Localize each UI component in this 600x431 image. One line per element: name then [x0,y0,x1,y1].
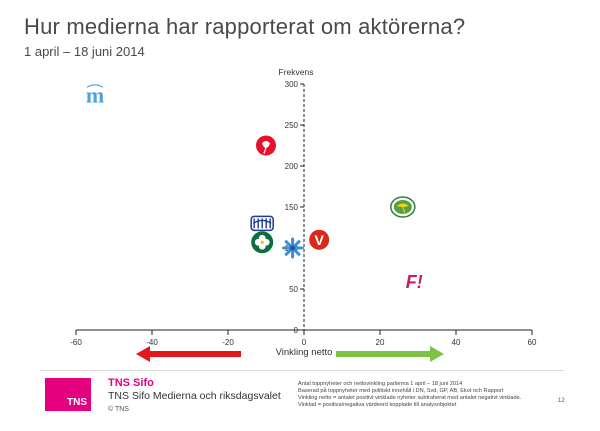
rose-stem [263,147,267,154]
negative-arrow-head [136,346,150,362]
moderaterna-m-glyph: m [86,82,104,107]
x-tick-label: -20 [222,338,234,347]
positive-arrow-head [430,346,444,362]
footnote-line: Vinkling netto = antalet positivt vinkla… [298,395,522,401]
page-title: Hur medierna har rapporterat om aktörern… [24,14,466,39]
point-kristdemokraterna-logo [250,215,274,232]
point-miljopartiet-sunflower-logo [390,196,416,218]
mp-petal [396,203,409,207]
footnote-line: Antal toppnyheter och nettovinkling part… [298,381,463,387]
positive-arrow-bar [336,351,430,357]
y-axis-label: Frekvens [279,67,314,77]
y-tick-label: 300 [285,80,299,89]
x-axis-label: Vinkling netto [276,347,333,358]
copyright-text: © TNS [108,406,129,413]
footnotes: Antal toppnyheter och nettovinkling part… [298,381,558,409]
y-tick-label: 150 [285,203,299,212]
x-tick-label: -60 [70,338,82,347]
report-title: TNS Sifo Medierna och riksdagsvalet [108,390,281,402]
x-tick-label: 60 [528,338,537,347]
footnote-line: Baserad på toppnyheter med politiskt inn… [298,388,504,394]
point-folkpartiet-cornflower-logo [282,237,304,259]
page-subtitle: 1 april – 18 juni 2014 [24,44,145,59]
negative-arrow-bar [148,351,241,357]
moderaterna-arc [86,84,104,88]
point-moderaterna-logo: m [86,82,104,107]
y-tick-label: 200 [285,162,299,171]
point-centerpartiet-clover-logo [251,231,274,254]
scatter-chart: -60-40-200204060050100150200250300Frekve… [70,67,537,362]
point-vansterpartiet-logo: V [309,229,330,250]
clover-leaf [254,238,262,246]
v-glyph: V [315,232,325,248]
rose-petal [262,141,270,148]
x-tick-label: 40 [452,338,461,347]
footnote-line: Vinklad = positiva/negativa värdeord kop… [298,402,457,408]
kd-arc [252,219,272,224]
fi-glyph: F! [406,272,423,292]
y-tick-label: 250 [285,121,299,130]
point-socialdemokraterna-rose-logo [256,135,276,156]
mp-stem [402,206,406,214]
y-tick-label: 50 [289,285,298,294]
x-tick-label: 0 [302,338,307,347]
clover-center [260,240,264,244]
footer-divider [40,370,564,371]
v-circle [309,229,330,250]
page-number: 12 [558,398,565,404]
brand-name: TNS Sifo [108,377,154,389]
x-tick-label: -40 [146,338,158,347]
point-feministiskt-initiativ-logo: F! [406,272,423,292]
y-tick-label: 0 [294,326,299,335]
tns-logo: TNS [45,378,91,411]
cornflower-center [290,245,296,251]
x-tick-label: 20 [376,338,385,347]
